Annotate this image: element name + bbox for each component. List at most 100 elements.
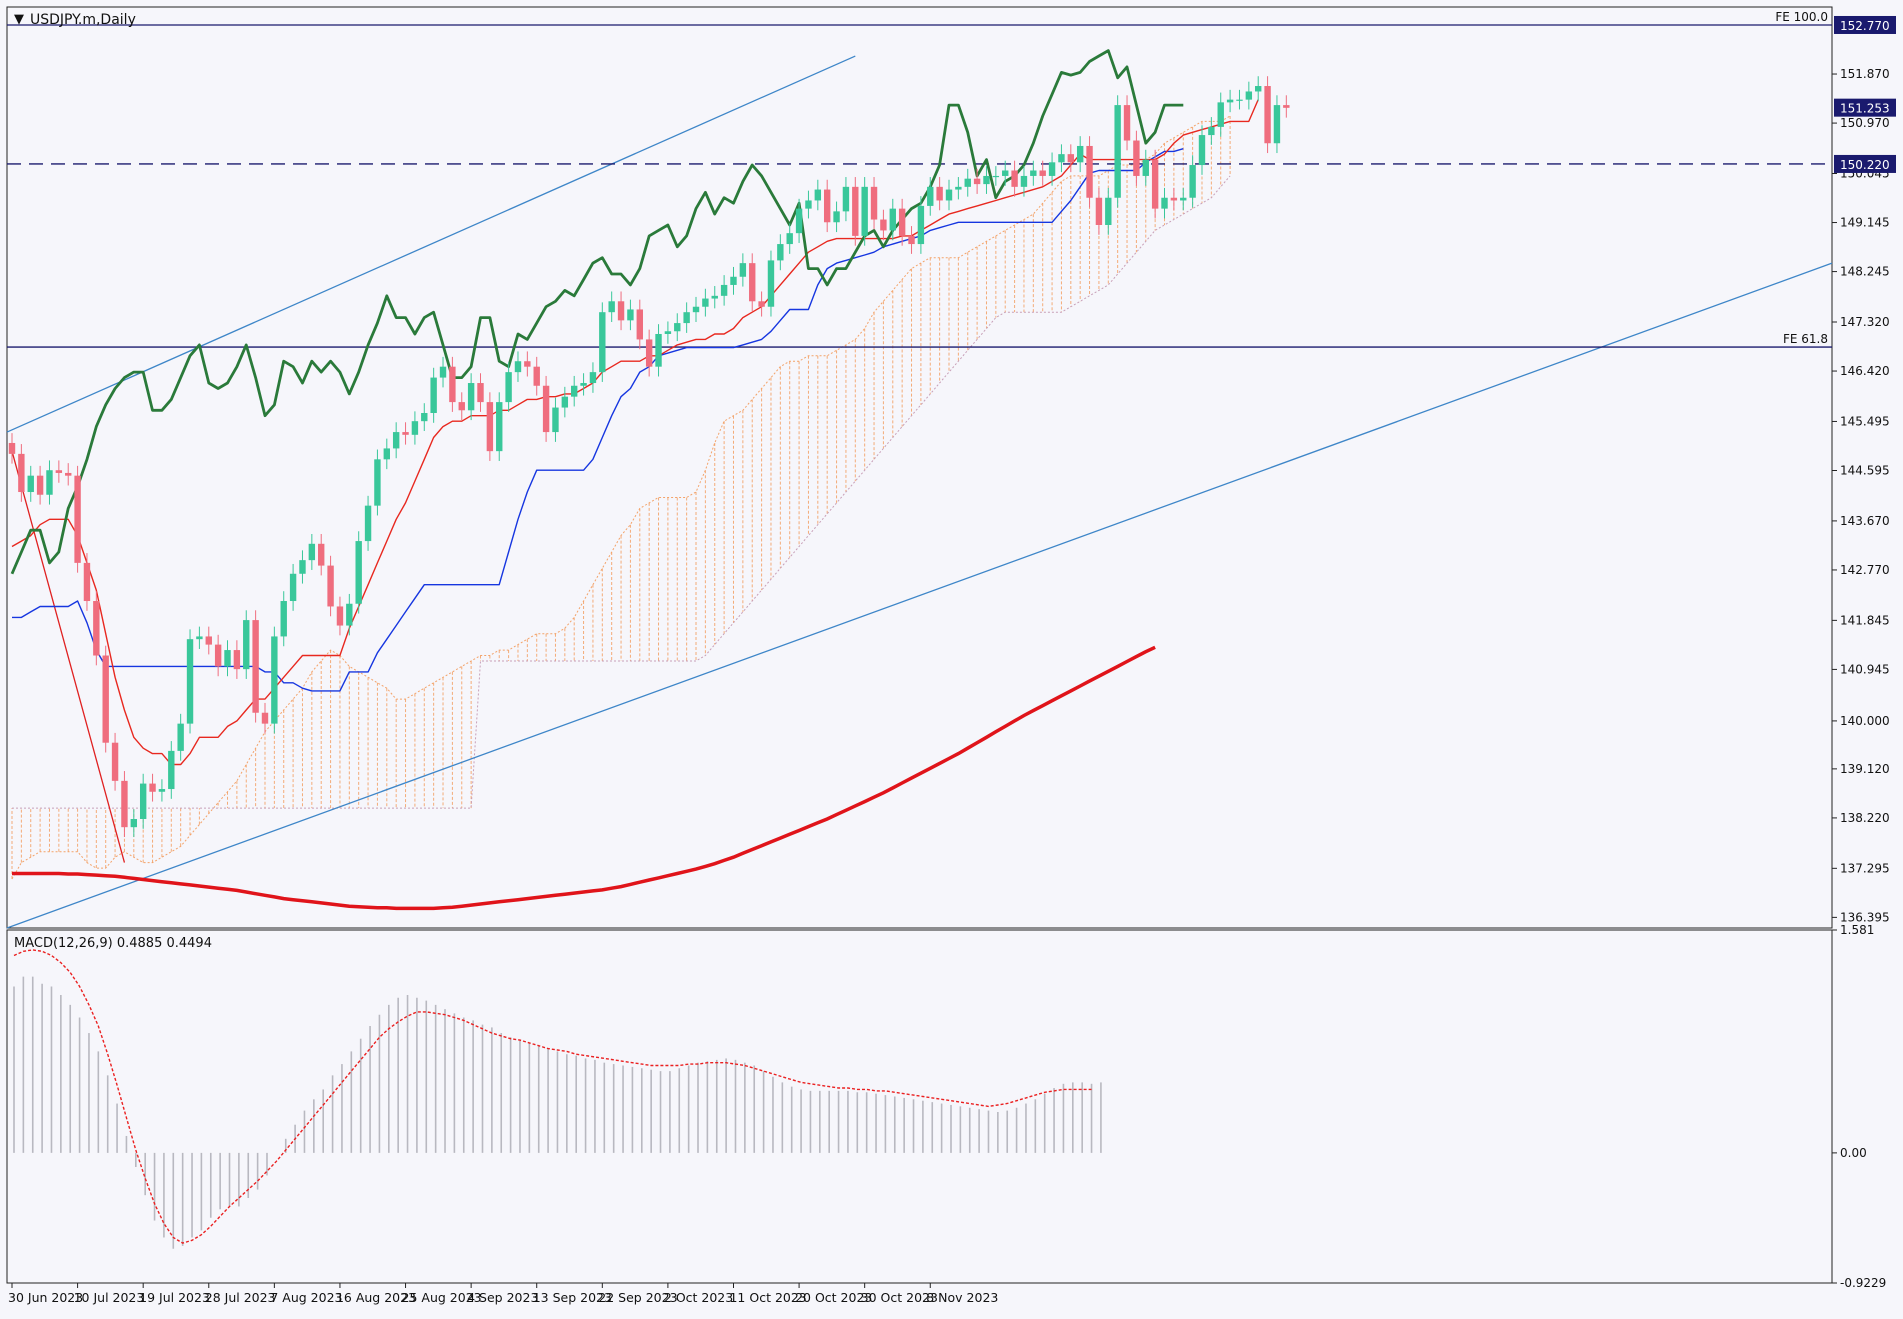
candle-body	[1095, 197, 1103, 225]
candle-body	[973, 178, 981, 185]
candle-body	[720, 284, 728, 296]
candle-body	[505, 372, 512, 403]
candle-body	[1011, 170, 1018, 187]
candle-body	[308, 543, 316, 561]
candle-body	[1189, 165, 1196, 198]
fibo-swing-line[interactable]	[11, 450, 126, 863]
date-tick-label: 11 Oct 2023	[729, 1290, 806, 1305]
date-tick-label: 30 Jun 2023	[8, 1290, 83, 1305]
price-tick-label: 143.670	[1840, 514, 1890, 528]
candle-body	[458, 402, 465, 411]
price-tick-label: 148.245	[1840, 265, 1890, 279]
candle-body	[1058, 154, 1065, 163]
candle-body	[561, 396, 569, 408]
macd-tick-label: 1.581	[1840, 923, 1874, 937]
candle-body	[823, 189, 831, 223]
kumo-span-a	[11, 115, 1231, 880]
candle-body	[336, 606, 344, 626]
candle-body	[411, 421, 419, 435]
candle-body	[252, 620, 259, 713]
candle-body	[1039, 170, 1046, 176]
fibonacci-levels[interactable]: FE 100.0 FE 61.8	[7, 10, 1832, 348]
symbol-title: USDJPY.m,Daily	[30, 12, 136, 28]
candle-body	[599, 312, 606, 373]
candle-body	[46, 470, 53, 495]
candle-body	[1217, 102, 1224, 127]
candle-body	[55, 470, 63, 473]
candle-body	[842, 186, 850, 212]
candle-body	[93, 601, 100, 656]
candle-body	[439, 366, 447, 378]
candle-body	[880, 219, 887, 231]
candle-body	[852, 186, 859, 236]
candle-body	[111, 742, 119, 781]
main-panel-frame	[6, 6, 1833, 929]
date-tick-label: 2 Oct 2023	[664, 1290, 733, 1305]
candle-body	[1283, 105, 1290, 108]
candle-body	[833, 211, 840, 223]
date-tick-label: 20 Oct 2023	[795, 1290, 872, 1305]
price-box-label: 151.253	[1840, 102, 1890, 116]
macd-panel-frame	[6, 929, 1833, 1284]
kijun-sen-line	[12, 148, 1184, 692]
date-tick-label: 19 Jul 2023	[139, 1290, 210, 1305]
candle-body	[702, 298, 709, 307]
candle-body	[224, 650, 231, 667]
candle-body	[739, 263, 747, 277]
candle-body	[758, 301, 765, 307]
trend-channel[interactable]	[6, 55, 1833, 929]
candle-body	[196, 636, 203, 640]
candle-body	[552, 407, 559, 433]
candle-body	[730, 276, 737, 285]
candle-body	[449, 366, 456, 403]
candle-body	[1151, 159, 1159, 209]
candle-body	[711, 295, 718, 299]
candle-body	[542, 385, 550, 433]
candle-body	[1170, 197, 1178, 201]
candle-body	[477, 383, 484, 403]
candle-body	[983, 175, 990, 185]
date-tick-label: 16 Aug 2023	[336, 1290, 416, 1305]
candle-body	[795, 208, 803, 234]
price-box-label: 152.770	[1840, 19, 1890, 33]
candle-body	[102, 655, 109, 743]
candle-body	[927, 186, 934, 206]
candle-body	[205, 636, 212, 645]
chikou-span-line	[10, 49, 1184, 575]
candle-body	[355, 541, 362, 604]
tenkan-sen-line	[11, 99, 1259, 766]
candle-body	[1245, 91, 1253, 100]
price-tick-label: 147.320	[1840, 315, 1890, 329]
candle-body	[83, 562, 91, 602]
candle-body	[233, 650, 241, 670]
candle-body	[636, 309, 643, 340]
candle-body	[486, 402, 494, 452]
candle-body	[608, 301, 615, 313]
price-box	[1834, 154, 1896, 173]
price-tick-label: 146.420	[1840, 364, 1890, 378]
candle-body	[271, 636, 278, 724]
candle-body	[992, 175, 1000, 178]
candle-body	[645, 339, 653, 367]
macd-tick-label: 0.00	[1840, 1146, 1867, 1160]
candle-body	[1048, 162, 1056, 176]
candle-body	[8, 442, 16, 454]
price-tick-label: 142.770	[1840, 563, 1890, 577]
ichimoku-lines	[10, 49, 1259, 766]
candle-body	[964, 178, 971, 187]
candle-body	[430, 377, 437, 414]
date-tick-label: 4 Sep 2023	[467, 1290, 538, 1305]
candle-body	[214, 644, 222, 667]
candle-body	[955, 186, 962, 190]
candle-body	[589, 372, 597, 384]
candle-body	[674, 323, 681, 332]
price-tick-label: 136.395	[1840, 910, 1890, 924]
channel-upper-line[interactable]	[6, 55, 856, 433]
candle-body	[514, 361, 522, 373]
candle-body	[1030, 170, 1037, 176]
channel-lower-line[interactable]	[6, 262, 1833, 929]
date-tick-label: 8 Nov 2023	[926, 1290, 998, 1305]
symbol-dropdown-icon[interactable]: ▼	[14, 12, 24, 27]
candle-body	[1273, 105, 1281, 144]
